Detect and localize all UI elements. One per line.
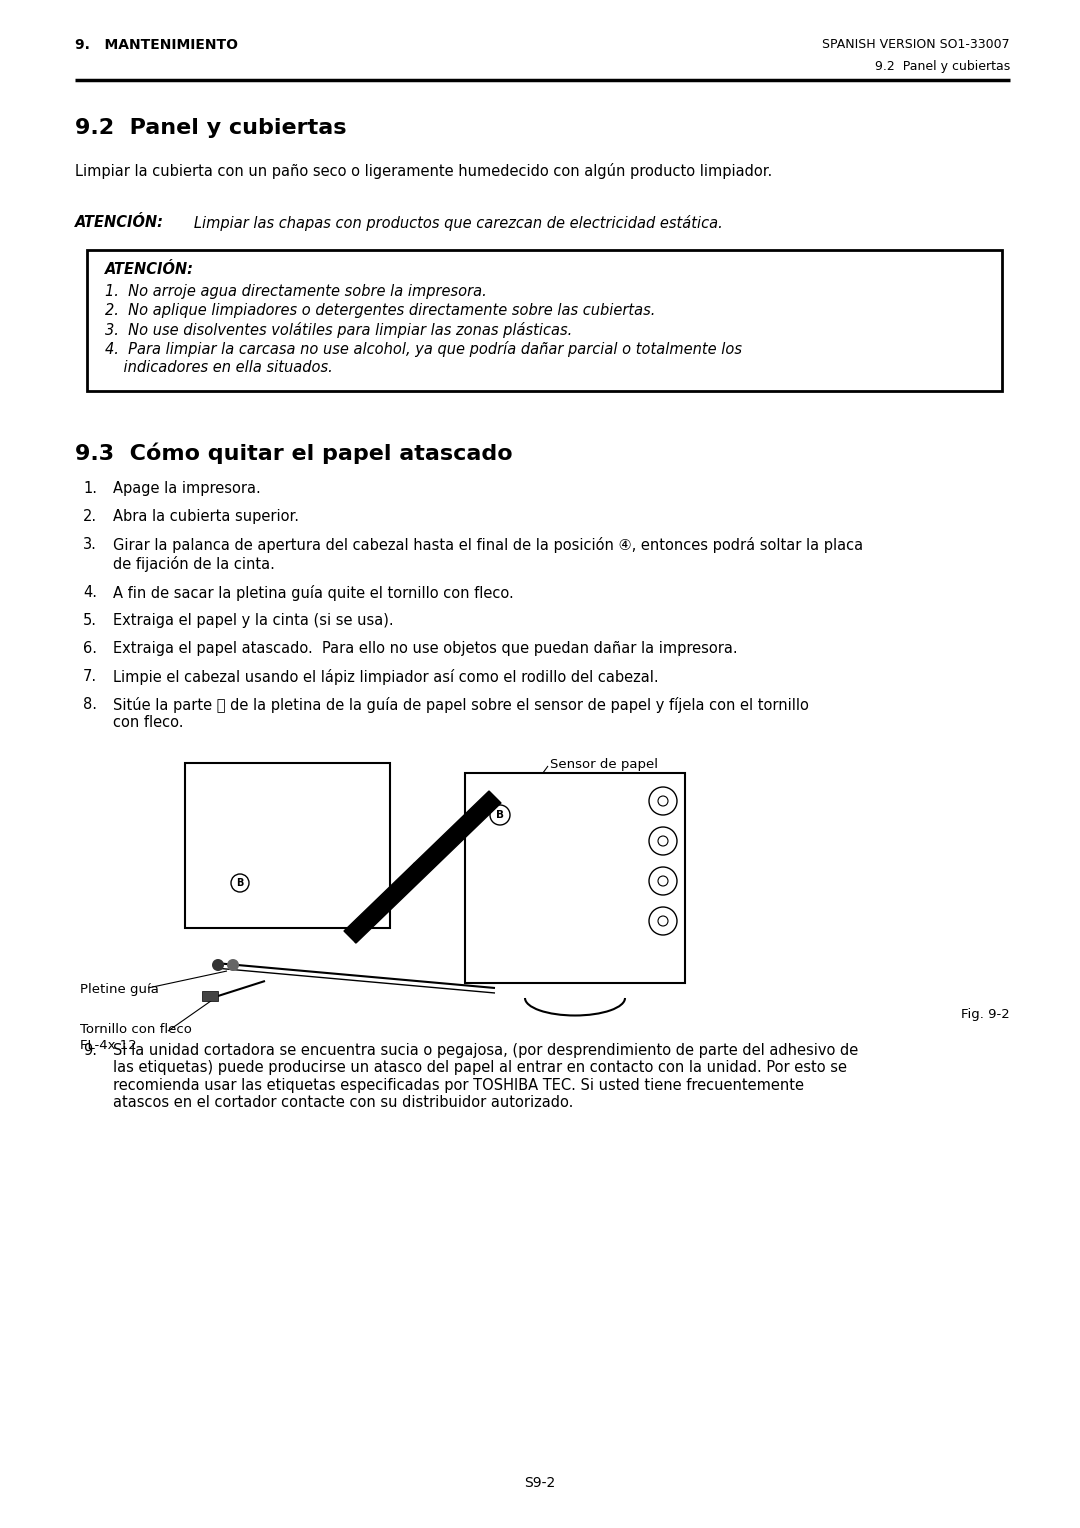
Text: 7.: 7.	[83, 669, 97, 685]
Text: B: B	[237, 879, 244, 888]
Text: 3.  No use disolventes volátiles para limpiar las zonas plásticas.: 3. No use disolventes volátiles para lim…	[105, 322, 572, 338]
Text: ATENCIÓN:: ATENCIÓN:	[105, 261, 194, 277]
Text: 9.3  Cómo quitar el papel atascado: 9.3 Cómo quitar el papel atascado	[75, 443, 513, 465]
Bar	[185, 762, 390, 927]
Polygon shape	[345, 792, 501, 943]
Text: 1.  No arroje agua directamente sobre la impresora.: 1. No arroje agua directamente sobre la …	[105, 284, 487, 299]
Bar	[202, 992, 218, 1001]
Text: 2.: 2.	[83, 509, 97, 524]
Text: Apage la impresora.: Apage la impresora.	[113, 481, 260, 497]
Text: Abra la cubierta superior.: Abra la cubierta superior.	[113, 509, 299, 524]
Text: ATENCIÓN:: ATENCIÓN:	[75, 215, 164, 231]
Text: B: B	[496, 810, 504, 821]
Text: Limpie el cabezal usando el lápiz limpiador así como el rodillo del cabezal.: Limpie el cabezal usando el lápiz limpia…	[113, 669, 659, 685]
Text: 3.: 3.	[83, 536, 97, 552]
Text: Extraiga el papel atascado.  Para ello no use objetos que puedan dañar la impres: Extraiga el papel atascado. Para ello no…	[113, 642, 738, 656]
Bar	[465, 773, 685, 983]
Text: 9.   MANTENIMIENTO: 9. MANTENIMIENTO	[75, 38, 238, 52]
Text: 9.2  Panel y cubiertas: 9.2 Panel y cubiertas	[75, 118, 347, 138]
Text: Limpiar la cubierta con un paño seco o ligeramente humedecido con algún producto: Limpiar la cubierta con un paño seco o l…	[75, 163, 772, 179]
Text: 9.: 9.	[83, 1044, 97, 1057]
Text: Si la unidad cortadora se encuentra sucia o pegajosa, (por desprendimiento de pa: Si la unidad cortadora se encuentra suci…	[113, 1044, 859, 1111]
Circle shape	[227, 960, 239, 970]
Text: 1.: 1.	[83, 481, 97, 497]
Text: 4.: 4.	[83, 585, 97, 601]
Text: Tornillo con fleco: Tornillo con fleco	[80, 1024, 192, 1036]
Text: Sitúe la parte Ⓑ de la pletina de la guía de papel sobre el sensor de papel y fí: Sitúe la parte Ⓑ de la pletina de la guí…	[113, 697, 809, 730]
Text: Sensor de papel: Sensor de papel	[550, 758, 658, 772]
Bar	[87, 251, 1002, 391]
Text: S9-2: S9-2	[525, 1476, 555, 1490]
Text: 8.: 8.	[83, 697, 97, 712]
Text: Pletine guía: Pletine guía	[80, 983, 159, 996]
Text: 9.2  Panel y cubiertas: 9.2 Panel y cubiertas	[875, 60, 1010, 73]
Text: 4.  Para limpiar la carcasa no use alcohol, ya que podría dañar parcial o totalm: 4. Para limpiar la carcasa no use alcoho…	[105, 341, 742, 358]
Text: FL-4x 12: FL-4x 12	[80, 1039, 137, 1051]
Text: 2.  No aplique limpiadores o detergentes directamente sobre las cubiertas.: 2. No aplique limpiadores o detergentes …	[105, 303, 656, 318]
Text: Girar la palanca de apertura del cabezal hasta el final de la posición ④, entonc: Girar la palanca de apertura del cabezal…	[113, 536, 863, 571]
Text: indicadores en ella situados.: indicadores en ella situados.	[105, 361, 333, 374]
Text: SPANISH VERSION SO1-33007: SPANISH VERSION SO1-33007	[822, 38, 1010, 50]
Text: Extraiga el papel y la cinta (si se usa).: Extraiga el papel y la cinta (si se usa)…	[113, 613, 393, 628]
Text: 6.: 6.	[83, 642, 97, 656]
Text: A fin de sacar la pletina guía quite el tornillo con fleco.: A fin de sacar la pletina guía quite el …	[113, 585, 514, 601]
Text: 5.: 5.	[83, 613, 97, 628]
Text: Limpiar las chapas con productos que carezcan de electricidad estática.: Limpiar las chapas con productos que car…	[180, 215, 723, 231]
Text: Fig. 9-2: Fig. 9-2	[961, 1008, 1010, 1021]
Circle shape	[212, 960, 224, 970]
